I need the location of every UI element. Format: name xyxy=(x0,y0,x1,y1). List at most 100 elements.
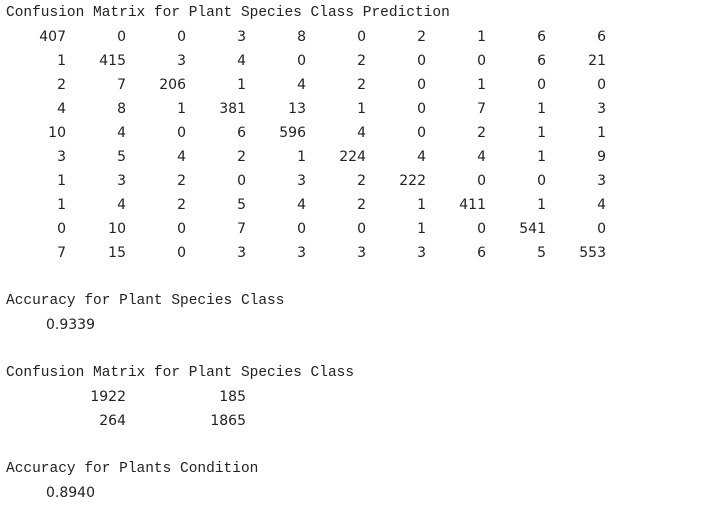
matrix-row: 1 3 2 0 3 2 222 0 0 3 xyxy=(0,169,720,193)
matrix-cell: 5 xyxy=(237,197,246,213)
matrix-cell: 15 xyxy=(108,245,126,261)
matrix-cell: 1 xyxy=(297,149,306,165)
matrix-row: 1 415 3 4 0 2 0 0 6 21 xyxy=(0,49,720,73)
matrix-cell: 2 xyxy=(477,125,486,141)
matrix-cell: 3 xyxy=(57,149,66,165)
matrix-cell: 10 xyxy=(48,125,66,141)
matrix-cell: 0 xyxy=(417,77,426,93)
matrix-cell: 4 xyxy=(597,197,606,213)
matrix-cell: 5 xyxy=(117,149,126,165)
matrix-cell: 0 xyxy=(297,221,306,237)
matrix-cell: 7 xyxy=(477,101,486,117)
matrix-cell: 0 xyxy=(537,77,546,93)
matrix-cell: 541 xyxy=(519,221,546,237)
matrix-cell: 1 xyxy=(57,197,66,213)
matrix-cell: 0 xyxy=(177,221,186,237)
matrix-cell: 596 xyxy=(279,125,306,141)
matrix-cell: 1865 xyxy=(210,413,246,429)
matrix-cell: 2 xyxy=(57,77,66,93)
matrix-cell: 4 xyxy=(357,125,366,141)
matrix-row: 10 4 0 6 596 4 0 2 1 1 xyxy=(0,121,720,145)
matrix-cell: 0 xyxy=(237,173,246,189)
matrix-cell: 206 xyxy=(159,77,186,93)
matrix-cell: 553 xyxy=(579,245,606,261)
accuracy-value: 0.9339 xyxy=(46,317,95,333)
matrix-row: 3 5 4 2 1 224 4 4 1 9 xyxy=(0,145,720,169)
matrix-cell: 1 xyxy=(537,149,546,165)
matrix-cell: 2 xyxy=(357,77,366,93)
matrix-cell: 4 xyxy=(117,197,126,213)
matrix-cell: 3 xyxy=(597,173,606,189)
matrix-cell: 21 xyxy=(588,53,606,69)
matrix-cell: 4 xyxy=(417,149,426,165)
matrix-cell: 1 xyxy=(417,197,426,213)
condition-accuracy-value: 0.8940 xyxy=(46,485,95,501)
matrix-cell: 1 xyxy=(177,101,186,117)
matrix-cell: 2 xyxy=(177,173,186,189)
matrix-row: 7 15 0 3 3 3 3 6 5 553 xyxy=(0,241,720,265)
matrix-cell: 0 xyxy=(117,29,126,45)
matrix-cell: 2 xyxy=(357,53,366,69)
matrix-row: 4 8 1 381 13 1 0 7 1 3 xyxy=(0,97,720,121)
matrix-cell: 0 xyxy=(357,221,366,237)
matrix-cell: 7 xyxy=(117,77,126,93)
matrix-cell: 4 xyxy=(297,197,306,213)
matrix-cell: 0 xyxy=(477,53,486,69)
matrix-cell: 2 xyxy=(417,29,426,45)
matrix-cell: 0 xyxy=(597,77,606,93)
matrix-cell: 0 xyxy=(297,53,306,69)
matrix-cell: 6 xyxy=(597,29,606,45)
matrix-cell: 3 xyxy=(297,245,306,261)
matrix-cell: 411 xyxy=(459,197,486,213)
matrix-cell: 264 xyxy=(99,413,126,429)
matrix-cell: 1 xyxy=(417,221,426,237)
matrix-cell: 415 xyxy=(99,53,126,69)
matrix-cell: 0 xyxy=(357,29,366,45)
matrix-cell: 3 xyxy=(237,245,246,261)
matrix-row: 407 0 0 3 8 0 2 1 6 6 xyxy=(0,25,720,49)
matrix-cell: 2 xyxy=(357,197,366,213)
matrix-cell: 0 xyxy=(417,125,426,141)
matrix-row: 1 4 2 5 4 2 1 411 1 4 xyxy=(0,193,720,217)
matrix-cell: 0 xyxy=(57,221,66,237)
matrix-cell: 3 xyxy=(177,53,186,69)
matrix-cell: 1 xyxy=(597,125,606,141)
matrix-cell: 7 xyxy=(237,221,246,237)
accuracy-title: Accuracy for Plant Species Class xyxy=(6,293,285,309)
matrix-row: 264 1865 xyxy=(0,409,720,433)
matrix-cell: 8 xyxy=(297,29,306,45)
matrix-cell: 3 xyxy=(597,101,606,117)
matrix-cell: 3 xyxy=(357,245,366,261)
matrix-cell: 5 xyxy=(537,245,546,261)
matrix-cell: 9 xyxy=(597,149,606,165)
matrix-cell: 6 xyxy=(537,53,546,69)
matrix-cell: 1922 xyxy=(90,389,126,405)
matrix-cell: 6 xyxy=(237,125,246,141)
matrix-cell: 7 xyxy=(57,245,66,261)
matrix-cell: 4 xyxy=(57,101,66,117)
matrix-row: 1922 185 xyxy=(0,385,720,409)
matrix-cell: 3 xyxy=(237,29,246,45)
matrix-cell: 1 xyxy=(237,77,246,93)
matrix-cell: 13 xyxy=(288,101,306,117)
matrix-cell: 2 xyxy=(177,197,186,213)
matrix-cell: 1 xyxy=(537,197,546,213)
matrix-cell: 6 xyxy=(477,245,486,261)
matrix-cell: 0 xyxy=(477,173,486,189)
matrix-cell: 0 xyxy=(177,125,186,141)
matrix-cell: 0 xyxy=(477,221,486,237)
matrix-cell: 4 xyxy=(237,53,246,69)
matrix-cell: 4 xyxy=(477,149,486,165)
matrix-cell: 4 xyxy=(117,125,126,141)
matrix-cell: 0 xyxy=(597,221,606,237)
matrix-cell: 1 xyxy=(57,53,66,69)
matrix-cell: 1 xyxy=(477,29,486,45)
binary-confusion-matrix-title: Confusion Matrix for Plant Species Class xyxy=(6,365,355,381)
matrix-cell: 222 xyxy=(399,173,426,189)
matrix-cell: 1 xyxy=(357,101,366,117)
matrix-cell: 224 xyxy=(339,149,366,165)
matrix-cell: 3 xyxy=(297,173,306,189)
matrix-row: 2 7 206 1 4 2 0 1 0 0 xyxy=(0,73,720,97)
matrix-cell: 0 xyxy=(417,53,426,69)
matrix-cell: 4 xyxy=(177,149,186,165)
